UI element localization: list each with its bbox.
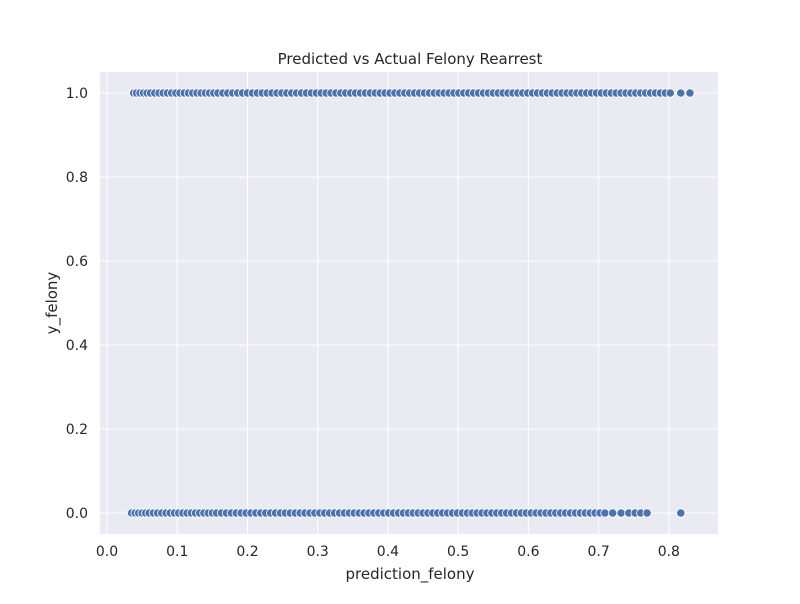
y-tick-label: 0.6: [66, 254, 88, 270]
x-tick-label: 0.6: [517, 544, 539, 560]
plot-background: [100, 72, 718, 534]
data-point: [642, 508, 652, 518]
y-tick-labels: 0.0 0.2 0.4 0.6 0.8 1.0: [66, 86, 88, 522]
y-tick-label: 0.2: [66, 422, 88, 438]
data-point: [616, 508, 626, 518]
grid-lines: [100, 72, 718, 534]
y-tick-label: 0.4: [66, 338, 88, 354]
x-tick-label: 0.3: [307, 544, 329, 560]
x-axis-label: prediction_felony: [346, 565, 475, 584]
y-axis-label: y_felony: [43, 272, 62, 335]
x-tick-label: 0.5: [447, 544, 469, 560]
x-tick-labels: 0.0 0.1 0.2 0.3 0.4 0.5 0.6 0.7 0.8: [96, 544, 680, 560]
data-point: [676, 88, 686, 98]
x-tick-label: 0.0: [96, 544, 118, 560]
x-tick-label: 0.2: [236, 544, 258, 560]
x-tick-label: 0.4: [377, 544, 399, 560]
data-points: [127, 88, 695, 518]
x-tick-label: 0.1: [166, 544, 188, 560]
x-tick-label: 0.7: [587, 544, 609, 560]
y-tick-label: 0.0: [66, 506, 88, 522]
y-tick-label: 0.8: [66, 170, 88, 186]
data-point: [600, 508, 610, 518]
chart-title: Predicted vs Actual Felony Rearrest: [278, 50, 543, 68]
data-point: [676, 508, 686, 518]
data-point: [685, 88, 695, 98]
data-point: [665, 88, 675, 98]
y-tick-label: 1.0: [66, 86, 88, 102]
x-tick-label: 0.8: [658, 544, 680, 560]
data-point: [608, 508, 618, 518]
